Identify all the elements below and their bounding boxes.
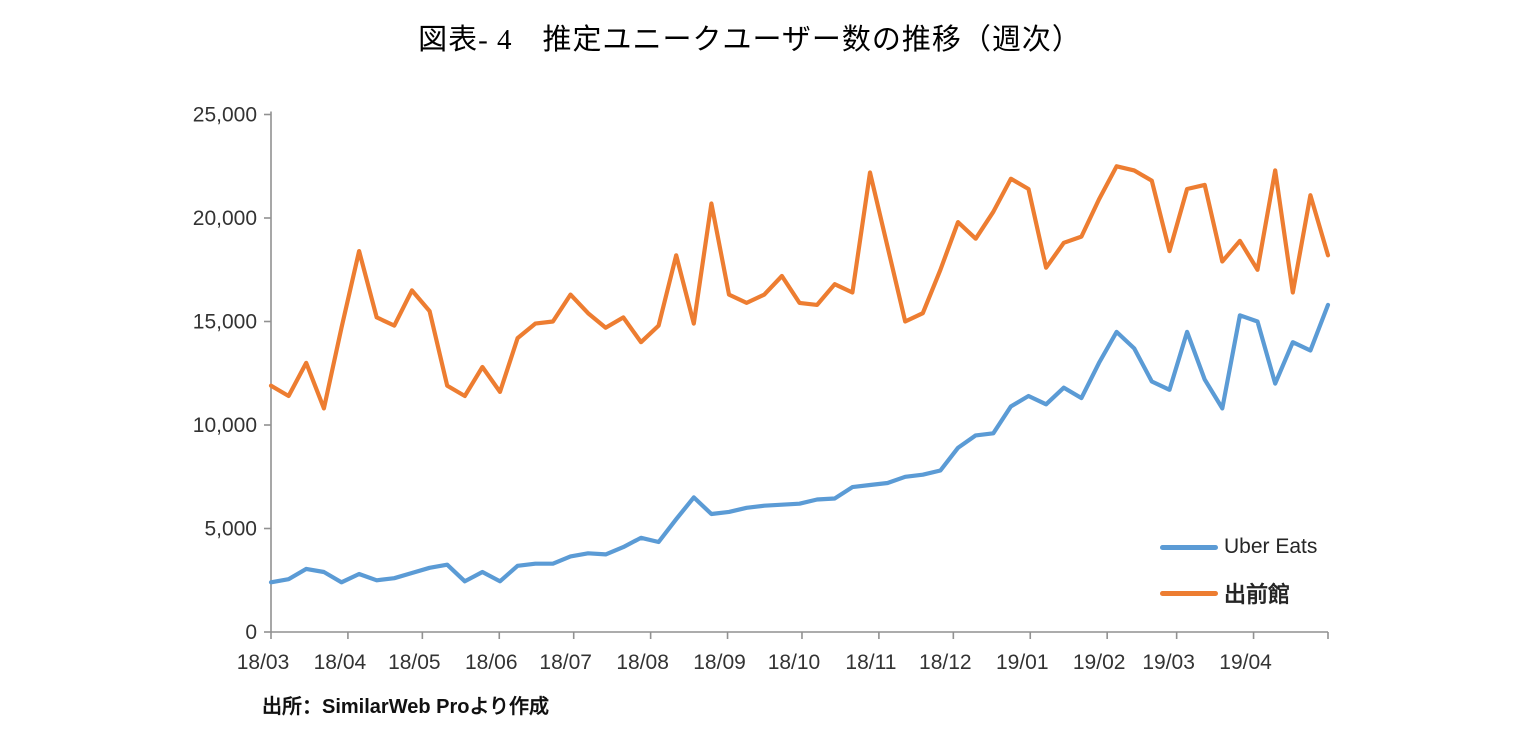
- x-tick-label: 18/11: [845, 651, 896, 674]
- series-line-demaekan: [268, 164, 1331, 411]
- y-tick-label: 5,000: [204, 518, 257, 541]
- legend-item-uber-eats: Uber Eats: [1160, 530, 1317, 564]
- x-tick-label: 18/07: [539, 651, 592, 674]
- y-tick-label: 10,000: [193, 414, 257, 437]
- legend-label-demaekan: 出前館: [1224, 582, 1291, 607]
- x-tick-label: 18/05: [388, 651, 441, 674]
- y-tick-label: 25,000: [193, 104, 257, 127]
- chart-title: 図表- 4 推定ユニークユーザー数の推移（週次）: [418, 24, 1082, 56]
- x-tick-label: 19/04: [1219, 651, 1272, 674]
- legend-item-demaekan: 出前館: [1160, 576, 1317, 610]
- x-tick-label: 18/03: [237, 651, 290, 674]
- x-tick-label: 18/09: [693, 651, 746, 674]
- x-tick-label: 19/02: [1073, 651, 1126, 674]
- x-tick-label: 19/03: [1142, 651, 1195, 674]
- y-tick-label: 20,000: [193, 207, 257, 230]
- y-tick-label: 15,000: [193, 311, 257, 334]
- x-tick-label: 18/08: [616, 651, 669, 674]
- x-tick-label: 18/04: [314, 651, 367, 674]
- legend: Uber Eats 出前館: [1160, 530, 1317, 622]
- demaekan-line-swatch: [1160, 590, 1218, 596]
- uber-eats-line-swatch: [1160, 544, 1218, 550]
- source-note: 出所：SimilarWeb Proより作成: [262, 696, 550, 718]
- x-tick-label: 18/12: [919, 651, 972, 674]
- series-line-uber-eats: [268, 302, 1331, 585]
- x-tick-label: 19/01: [996, 651, 1049, 674]
- legend-label-uber-eats: Uber Eats: [1224, 535, 1318, 558]
- y-tick-label: 0: [245, 621, 257, 644]
- x-tick-label: 18/10: [768, 651, 821, 674]
- x-tick-label: 18/06: [465, 651, 518, 674]
